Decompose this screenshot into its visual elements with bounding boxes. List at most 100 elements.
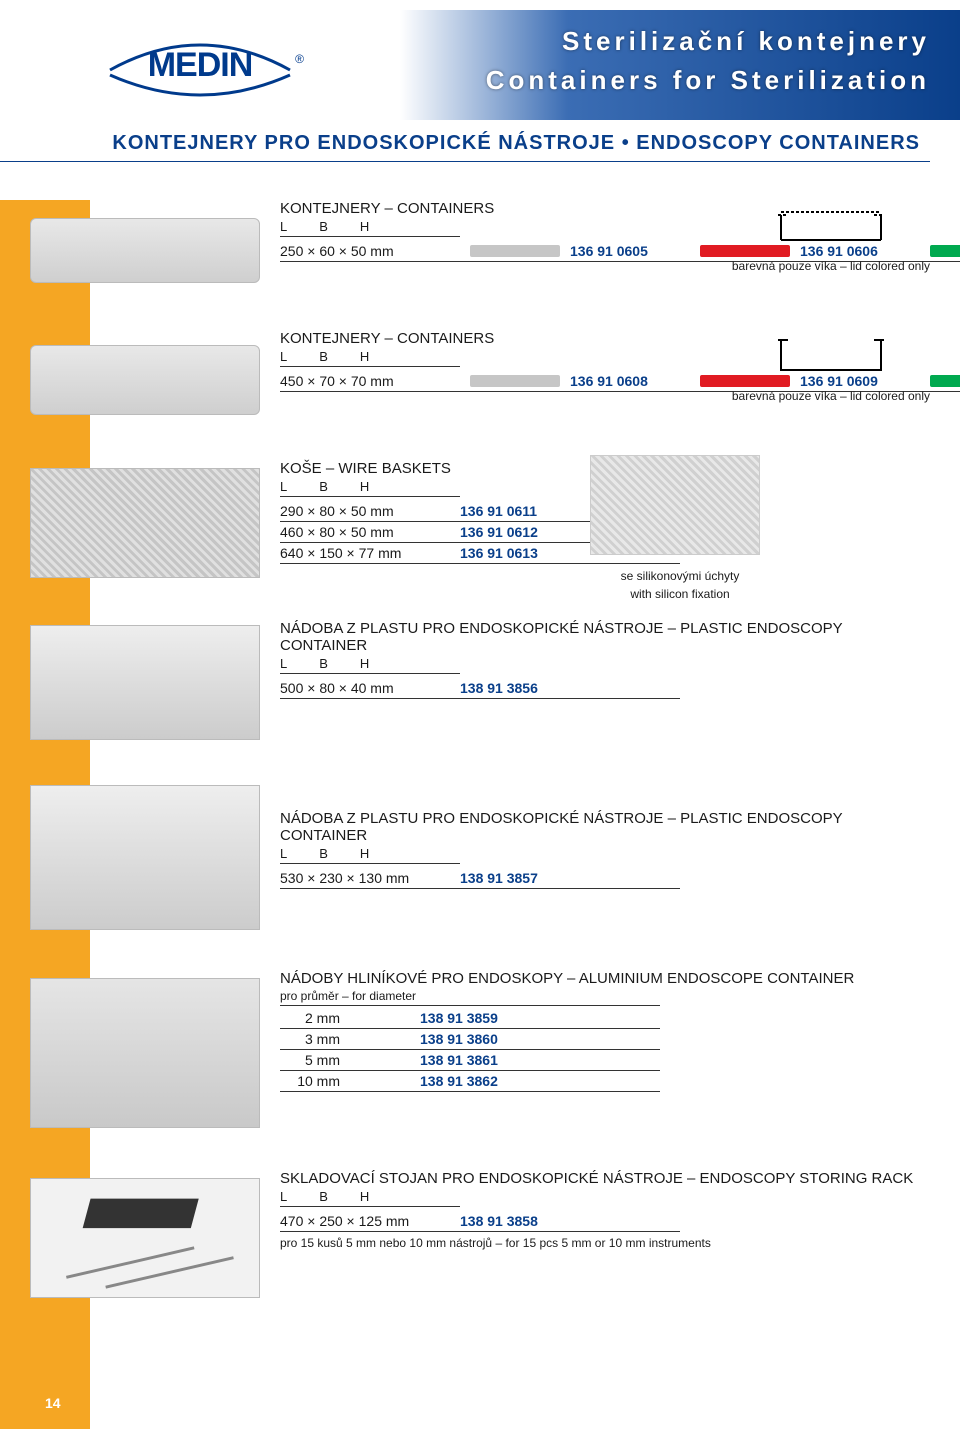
subheader: KONTEJNERY PRO ENDOSKOPICKÉ NÁSTROJE • E…	[0, 132, 930, 162]
diameter-value: 10 mm	[280, 1073, 420, 1089]
diameter-value: 5 mm	[280, 1052, 420, 1068]
col-l: L	[280, 219, 287, 234]
diameter-row: 2 mm 138 91 3859	[280, 1008, 660, 1029]
product-thumb	[0, 330, 270, 430]
swatch-green	[930, 245, 960, 257]
dimensions: 640 × 150 × 77 mm	[280, 545, 460, 561]
plastic-container-image	[30, 625, 260, 740]
col-b: B	[319, 846, 328, 861]
product-code: 138 91 3860	[420, 1031, 498, 1047]
fixation-note-en: with silicon fixation	[610, 587, 750, 601]
product-info: KONTEJNERY – CONTAINERS L B H 250 × 60 ×…	[270, 200, 960, 300]
basket-detail-image	[590, 455, 760, 555]
dimensions: 460 × 80 × 50 mm	[280, 524, 460, 540]
product-code: 138 91 3862	[420, 1073, 498, 1089]
section-baskets: KOŠE – WIRE BASKETS L B H 290 × 80 × 50 …	[0, 460, 930, 590]
section-title: NÁDOBA Z PLASTU PRO ENDOSKOPICKÉ NÁSTROJ…	[280, 620, 930, 654]
diameter-value: 3 mm	[280, 1031, 420, 1047]
data-row: 500 × 80 × 40 mm 138 91 3856	[280, 678, 680, 699]
dimensions: 290 × 80 × 50 mm	[280, 503, 460, 519]
diameter-row: 5 mm 138 91 3861	[280, 1050, 660, 1071]
logo-text: MEDIN	[148, 46, 253, 84]
rack-image	[30, 1178, 260, 1298]
col-b: B	[319, 1189, 328, 1204]
product-info: NÁDOBA Z PLASTU PRO ENDOSKOPICKÉ NÁSTROJ…	[270, 620, 930, 750]
col-h: H	[360, 1189, 369, 1204]
dimensions: 250 × 60 × 50 mm	[280, 243, 460, 259]
fixation-note-cs: se silikonovými úchyty	[610, 569, 750, 583]
product-code: 136 91 0611	[460, 503, 580, 519]
swatch-gray	[470, 375, 560, 387]
section-title: NÁDOBA Z PLASTU PRO ENDOSKOPICKÉ NÁSTROJ…	[280, 810, 930, 844]
col-b: B	[319, 656, 328, 671]
product-info: KOŠE – WIRE BASKETS L B H 290 × 80 × 50 …	[270, 460, 930, 590]
plastic-container-image	[30, 785, 260, 930]
col-l: L	[280, 846, 287, 861]
lbh-header: L B H	[280, 219, 460, 237]
lbh-header: L B H	[280, 656, 460, 674]
title-en: Containers for Sterilization	[480, 61, 930, 100]
col-h: H	[360, 479, 369, 494]
content: KONTEJNERY – CONTAINERS L B H 250 × 60 ×…	[0, 200, 930, 1340]
diameter-label: pro průměr – for diameter	[280, 989, 660, 1006]
product-thumb	[0, 780, 270, 940]
rack-svg	[31, 1179, 259, 1297]
swatch-green	[930, 375, 960, 387]
product-info: SKLADOVACÍ STOJAN PRO ENDOSKOPICKÉ NÁSTR…	[270, 1170, 930, 1310]
lbh-header: L B H	[280, 479, 460, 497]
col-h: H	[360, 219, 369, 234]
cross-section-icon	[776, 330, 886, 380]
dimensions: 450 × 70 × 70 mm	[280, 373, 460, 389]
lbh-header: L B H	[280, 846, 460, 864]
section-plastic-2: NÁDOBA Z PLASTU PRO ENDOSKOPICKÉ NÁSTROJ…	[0, 780, 930, 940]
product-code: 136 91 0612	[460, 524, 580, 540]
lid-note: barevná pouze víka – lid colored only	[732, 259, 930, 273]
product-code: 136 91 0605	[570, 243, 690, 259]
product-info: KONTEJNERY – CONTAINERS L B H 450 × 70 ×…	[270, 330, 960, 430]
data-row: 470 × 250 × 125 mm 138 91 3858	[280, 1211, 680, 1232]
section-title: NÁDOBY HLINÍKOVÉ PRO ENDOSKOPY – ALUMINI…	[280, 970, 930, 987]
diameter-value: 2 mm	[280, 1010, 420, 1026]
product-thumb	[0, 970, 270, 1140]
data-row: 530 × 230 × 130 mm 138 91 3857	[280, 868, 680, 889]
lbh-header: L B H	[280, 1189, 460, 1207]
product-code: 138 91 3858	[460, 1213, 580, 1229]
logo-registered: ®	[295, 52, 304, 66]
product-code: 138 91 3857	[460, 870, 580, 886]
section-containers-1: KONTEJNERY – CONTAINERS L B H 250 × 60 ×…	[0, 200, 930, 300]
section-plastic-1: NÁDOBA Z PLASTU PRO ENDOSKOPICKÉ NÁSTROJ…	[0, 620, 930, 750]
col-l: L	[280, 479, 287, 494]
product-code: 138 91 3856	[460, 680, 580, 696]
lbh-header: L B H	[280, 349, 460, 367]
col-l: L	[280, 656, 287, 671]
product-info: NÁDOBY HLINÍKOVÉ PRO ENDOSKOPY – ALUMINI…	[270, 970, 930, 1140]
col-b: B	[319, 349, 328, 364]
section-title: SKLADOVACÍ STOJAN PRO ENDOSKOPICKÉ NÁSTR…	[280, 1170, 930, 1187]
diameter-row: 3 mm 138 91 3860	[280, 1029, 660, 1050]
title-cs: Sterilizační kontejnery	[480, 22, 930, 61]
product-code: 136 91 0608	[570, 373, 690, 389]
page: MEDIN ® Sterilizační kontejnery Containe…	[0, 0, 960, 1429]
product-thumb	[0, 1170, 270, 1310]
container-image	[30, 218, 260, 283]
container-image	[30, 345, 260, 415]
dimensions: 530 × 230 × 130 mm	[280, 870, 460, 886]
dimensions: 500 × 80 × 40 mm	[280, 680, 460, 696]
diameter-row: 10 mm 138 91 3862	[280, 1071, 660, 1092]
rack-footnote: pro 15 kusů 5 mm nebo 10 mm nástrojů – f…	[280, 1236, 780, 1250]
section-containers-2: KONTEJNERY – CONTAINERS L B H 450 × 70 ×…	[0, 330, 930, 430]
product-code: 138 91 3859	[420, 1010, 498, 1026]
lid-note: barevná pouze víka – lid colored only	[732, 389, 930, 403]
product-info: NÁDOBA Z PLASTU PRO ENDOSKOPICKÉ NÁSTROJ…	[270, 780, 930, 940]
col-h: H	[360, 656, 369, 671]
section-rack: SKLADOVACÍ STOJAN PRO ENDOSKOPICKÉ NÁSTR…	[0, 1170, 930, 1310]
col-b: B	[319, 479, 328, 494]
col-l: L	[280, 1189, 287, 1204]
brand-logo: MEDIN ®	[100, 20, 300, 100]
product-thumb	[0, 200, 270, 300]
aluminium-container-image	[30, 978, 260, 1128]
col-h: H	[360, 846, 369, 861]
col-l: L	[280, 349, 287, 364]
col-h: H	[360, 349, 369, 364]
swatch-gray	[470, 245, 560, 257]
